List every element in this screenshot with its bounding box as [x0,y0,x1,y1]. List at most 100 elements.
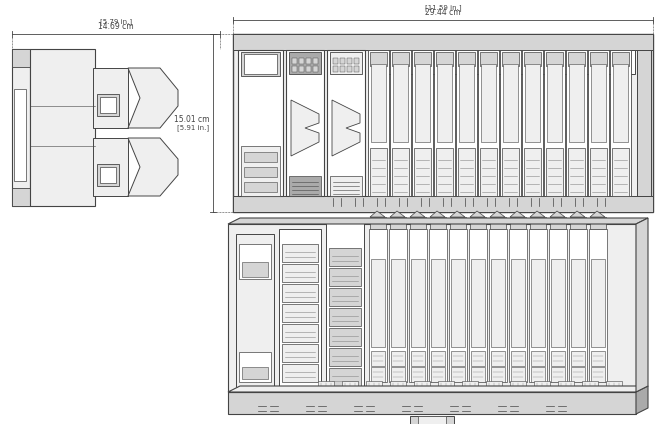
Bar [524,148,541,196]
Bar [449,229,467,382]
Bar [411,367,425,382]
Polygon shape [450,211,465,217]
Polygon shape [370,211,385,217]
Bar [333,66,338,72]
Bar [371,259,385,347]
Bar [418,416,446,424]
Polygon shape [590,211,605,217]
Bar [371,367,385,382]
Bar [370,217,386,229]
Bar [430,217,446,229]
Bar [451,367,465,382]
Bar [241,146,280,196]
Bar [511,351,525,366]
Bar [436,52,453,66]
Bar [589,229,607,382]
Bar [342,381,358,391]
Bar [414,148,431,196]
Bar [371,351,385,366]
Bar [591,351,605,366]
Bar [329,288,361,306]
Bar [244,182,277,192]
Polygon shape [228,386,648,392]
Polygon shape [410,211,425,217]
Text: [5.79 in.]: [5.79 in.] [100,18,132,25]
Bar [590,217,606,229]
Bar [347,66,352,72]
Polygon shape [390,211,405,217]
Bar [282,364,318,382]
Bar [330,52,362,74]
Bar [509,229,527,382]
Text: [5.91 in.]: [5.91 in.] [177,125,209,131]
Bar [329,268,361,286]
Bar [411,351,425,366]
Bar [299,66,304,72]
Bar [503,64,518,142]
Polygon shape [332,100,360,156]
Bar [612,52,629,66]
Bar [547,64,562,142]
Bar [97,164,119,186]
Bar [437,64,452,142]
Bar [299,58,304,64]
Bar [100,97,116,113]
Bar [491,367,505,382]
Bar [93,138,128,196]
Bar [551,259,565,347]
Bar [233,34,653,50]
Bar [329,248,361,266]
Bar [511,259,525,347]
Bar [480,52,497,66]
Bar [510,381,526,391]
Bar [471,367,485,382]
Bar [354,58,359,64]
Bar [456,50,477,196]
Bar [100,167,116,183]
Bar [431,351,445,366]
Bar [551,351,565,366]
Bar [434,50,455,196]
Polygon shape [228,218,648,224]
Bar [534,381,550,391]
Bar [282,264,318,282]
Bar [551,367,565,382]
Bar [292,58,297,64]
Polygon shape [128,138,178,196]
Bar [451,259,465,347]
Bar [571,259,585,347]
Bar [238,50,283,196]
Bar [368,50,389,196]
Bar [569,64,584,142]
Bar [289,52,321,74]
Bar [590,52,607,66]
Bar [458,148,475,196]
Bar [282,304,318,322]
Bar [282,244,318,262]
Polygon shape [570,211,585,217]
Bar [471,351,485,366]
Bar [327,50,365,196]
Bar [371,64,386,142]
Bar [236,234,274,387]
Polygon shape [490,211,505,217]
Bar [591,259,605,347]
Bar [591,64,606,142]
Bar [546,52,563,66]
Polygon shape [530,211,545,217]
Bar [12,188,30,206]
Bar [282,284,318,302]
Bar [478,50,499,196]
Bar [233,34,653,212]
Bar [279,229,321,387]
Bar [282,344,318,362]
Bar [568,148,585,196]
Bar [241,52,280,76]
Bar [570,217,586,229]
Bar [510,217,526,229]
Bar [549,229,567,382]
Bar [491,351,505,366]
Bar [429,229,447,382]
Bar [550,217,566,229]
Text: 29.44 cm: 29.44 cm [425,8,461,17]
